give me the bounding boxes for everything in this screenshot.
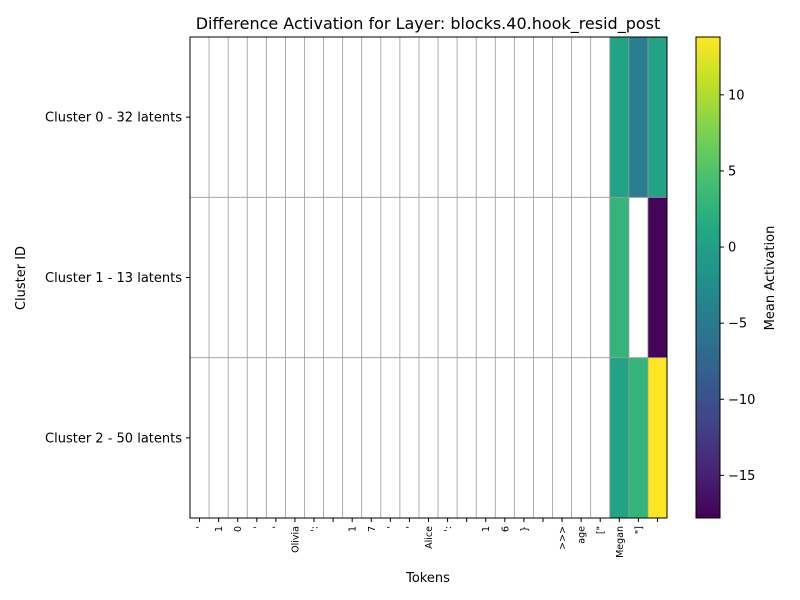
plot-frame xyxy=(189,36,668,519)
x-tick-label: Alice xyxy=(424,526,435,549)
heatmap-area xyxy=(189,36,668,519)
x-tick-label: ': xyxy=(310,526,321,532)
heatmap-cell xyxy=(609,197,630,358)
colorbar-tick-label: −15 xyxy=(728,469,755,484)
colorbar-label: Mean Activation xyxy=(763,226,778,331)
x-tick-label: 1 xyxy=(348,526,359,532)
x-tick-label: age xyxy=(577,526,588,544)
colorbar-tick-label: 5 xyxy=(728,164,736,179)
y-tick-label: Cluster 0 - 32 latents xyxy=(45,111,182,126)
heatmap-cell xyxy=(628,357,649,519)
chart-title: Difference Activation for Layer: blocks.… xyxy=(196,14,661,34)
x-tick-label: ' xyxy=(252,526,263,529)
heatmap-cell xyxy=(647,357,668,519)
x-tick-label: [" xyxy=(596,526,607,534)
heatmap-cell xyxy=(609,357,630,519)
x-tick-label: 0 xyxy=(233,526,244,532)
x-tick-label: 1 xyxy=(214,526,225,532)
x-tick-label: ': xyxy=(443,526,454,532)
y-tick-label: Cluster 2 - 50 latents xyxy=(45,431,182,446)
heatmap-cell xyxy=(609,37,630,198)
y-tick-label: Cluster 1 - 13 latents xyxy=(45,271,182,286)
colorbar-gradient xyxy=(695,36,721,519)
heatmap-cell xyxy=(628,37,649,198)
colorbar-tick-label: −10 xyxy=(728,393,755,408)
x-tick-label: ' xyxy=(271,526,282,529)
x-axis-label: Tokens xyxy=(405,571,450,586)
x-tick-label: Megan xyxy=(615,526,626,558)
x-tick-label: ' xyxy=(405,526,416,529)
colorbar: 10 5 0 −5 −10 −15 xyxy=(695,36,755,519)
x-axis: ' 1 0 ' ' Olivia ': 1 7 ' ' Alice ': 1 6} >>> age [" Megan… xyxy=(195,518,658,558)
colorbar-tick-label: 0 xyxy=(728,241,736,256)
heatmap-cell xyxy=(647,37,668,198)
y-axis-label: Cluster ID xyxy=(14,246,29,310)
x-tick-label: >>> xyxy=(558,526,569,550)
x-tick-label: Olivia xyxy=(290,526,301,553)
x-tick-label: } xyxy=(519,526,530,532)
x-tick-label: ' xyxy=(386,526,397,529)
y-axis: Cluster 0 - 32 latents Cluster 1 - 13 lat… xyxy=(45,111,190,446)
x-tick-label: 6 xyxy=(500,526,511,532)
colorbar-tick-label: −5 xyxy=(728,317,747,332)
heatmap-cell xyxy=(647,197,668,358)
x-tick-label: 1 xyxy=(481,526,492,532)
x-tick-label: ' xyxy=(195,526,206,529)
x-tick-label: 7 xyxy=(367,526,378,532)
colorbar-tick-label: 10 xyxy=(728,88,745,103)
x-tick-label: "] xyxy=(634,526,645,534)
